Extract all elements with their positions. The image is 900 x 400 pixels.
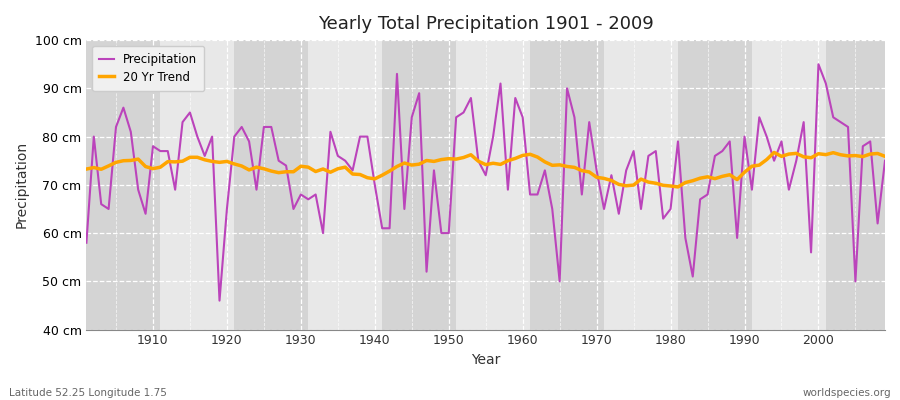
Bar [678,40,752,330]
Precipitation [140,211,151,216]
Line: Precipitation: Precipitation [86,64,885,301]
20 Yr Trend [606,178,616,183]
Title: Yearly Total Precipitation 1901 - 2009: Yearly Total Precipitation 1901 - 2009 [318,15,653,33]
Precipitation [879,158,890,163]
Precipitation [525,192,535,197]
20 Yr Trend [302,165,313,170]
Y-axis label: Precipitation: Precipitation [15,141,29,228]
Bar [604,40,678,330]
Precipitation [355,134,365,139]
Precipitation [310,192,321,197]
20 Yr Trend [672,184,683,189]
X-axis label: Year: Year [471,353,500,367]
Precipitation [214,298,225,303]
Bar [752,40,826,330]
Bar [86,40,160,330]
20 Yr Trend [81,167,92,172]
Bar [160,40,234,330]
20 Yr Trend [510,156,521,161]
20 Yr Trend [879,154,890,159]
Text: Latitude 52.25 Longitude 1.75: Latitude 52.25 Longitude 1.75 [9,388,166,398]
Precipitation [518,115,528,120]
Bar [382,40,456,330]
Precipitation [614,211,625,216]
20 Yr Trend [347,172,358,176]
Legend: Precipitation, 20 Yr Trend: Precipitation, 20 Yr Trend [93,46,204,91]
Precipitation [81,240,92,245]
Bar [234,40,308,330]
Bar [530,40,604,330]
20 Yr Trend [518,153,528,158]
Line: 20 Yr Trend: 20 Yr Trend [86,152,885,187]
Bar [826,40,893,330]
Precipitation [813,62,824,67]
Bar [456,40,530,330]
Bar [308,40,382,330]
20 Yr Trend [769,150,779,155]
20 Yr Trend [140,164,151,169]
Text: worldspecies.org: worldspecies.org [803,388,891,398]
